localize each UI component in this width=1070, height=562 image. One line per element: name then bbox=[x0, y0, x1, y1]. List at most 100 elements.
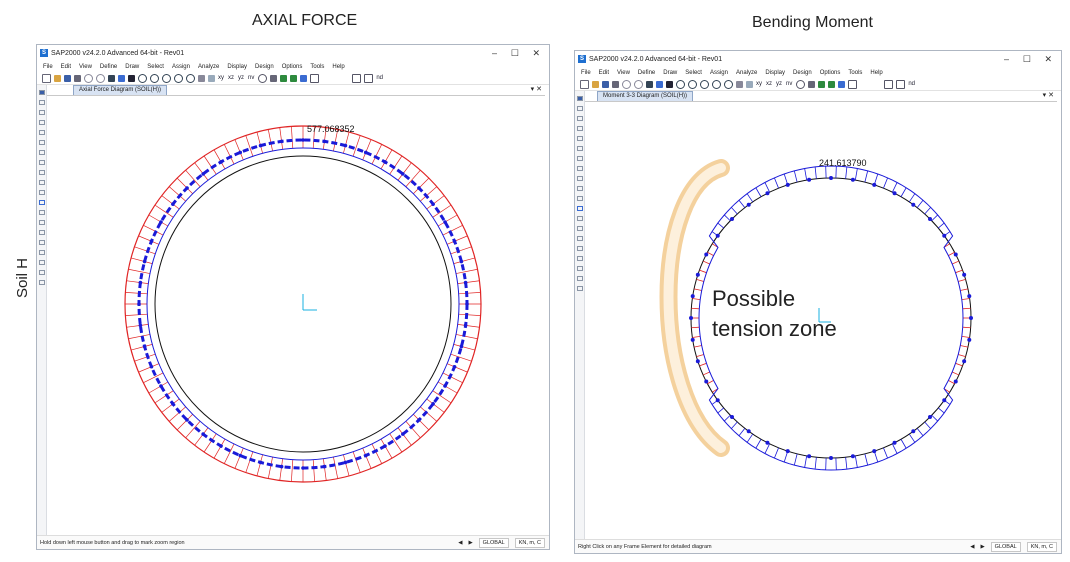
select-tool-icon[interactable] bbox=[576, 236, 583, 241]
menu-define[interactable]: Define bbox=[99, 63, 118, 70]
pan-icon[interactable] bbox=[736, 80, 743, 88]
shade-icon[interactable] bbox=[270, 74, 278, 82]
select-tool-icon[interactable] bbox=[576, 286, 583, 291]
tab-axial-force-diagram[interactable]: Axial Force Diagram (SOIL(H)) bbox=[73, 85, 168, 95]
tab-dropdown-close-icon[interactable]: ▾ ✕ bbox=[530, 86, 542, 93]
menu-define[interactable]: Define bbox=[637, 69, 656, 76]
pan-icon[interactable] bbox=[198, 74, 205, 82]
select-tool-icon[interactable] bbox=[576, 246, 583, 251]
select-tool-icon[interactable] bbox=[38, 220, 45, 225]
down-icon[interactable] bbox=[290, 74, 298, 82]
menu-analyze[interactable]: Analyze bbox=[735, 69, 758, 76]
menu-options[interactable]: Options bbox=[281, 63, 303, 70]
shade-icon[interactable] bbox=[808, 80, 816, 88]
open-icon[interactable] bbox=[54, 74, 61, 82]
zoom-in-icon[interactable] bbox=[688, 79, 697, 89]
select-tool-icon[interactable] bbox=[38, 250, 45, 255]
zoom-window-icon[interactable] bbox=[174, 73, 183, 83]
draw-tool-icon[interactable] bbox=[38, 150, 45, 155]
rotate-icon[interactable] bbox=[258, 73, 268, 83]
draw-tool-icon[interactable] bbox=[38, 180, 45, 185]
up-icon[interactable] bbox=[280, 74, 288, 82]
zoom-previous-icon[interactable] bbox=[186, 73, 195, 83]
close-icon[interactable]: ✕ bbox=[532, 48, 540, 58]
menu-edit[interactable]: Edit bbox=[60, 63, 72, 70]
print-icon[interactable] bbox=[74, 74, 81, 82]
menu-draw[interactable]: Draw bbox=[663, 69, 678, 76]
draw-tool-icon[interactable] bbox=[576, 156, 583, 161]
diagram-canvas[interactable]: 241.613790 bbox=[585, 101, 1057, 539]
select-tool-icon[interactable] bbox=[38, 210, 45, 215]
view-nd-button[interactable]: nd bbox=[376, 75, 384, 81]
save-icon[interactable] bbox=[602, 80, 609, 88]
view-yz-button[interactable]: yz bbox=[238, 75, 244, 81]
draw-tool-icon[interactable] bbox=[38, 130, 45, 135]
new-model-icon[interactable] bbox=[580, 79, 589, 89]
menu-help[interactable]: Help bbox=[870, 69, 883, 76]
draw-tool-icon[interactable] bbox=[576, 166, 583, 171]
3d-view-icon[interactable] bbox=[208, 74, 215, 82]
menu-help[interactable]: Help bbox=[332, 63, 345, 70]
menu-options[interactable]: Options bbox=[819, 69, 841, 76]
arrow-left-icon[interactable]: ◀ bbox=[458, 539, 463, 546]
select-tool-icon[interactable] bbox=[38, 260, 45, 265]
draw-tool-icon[interactable] bbox=[38, 140, 45, 145]
zoom-icon[interactable] bbox=[676, 79, 685, 89]
view-xz-button[interactable]: xz bbox=[766, 81, 772, 87]
view-xy-button[interactable]: xy bbox=[218, 75, 224, 81]
3d-view-icon[interactable] bbox=[746, 80, 753, 88]
table-icon[interactable] bbox=[848, 79, 858, 89]
draw-tool-icon[interactable] bbox=[38, 190, 45, 195]
select-tool-icon[interactable] bbox=[576, 216, 583, 221]
menu-design[interactable]: Design bbox=[793, 69, 812, 76]
frame-icon[interactable] bbox=[884, 79, 894, 89]
select-tool-icon[interactable] bbox=[576, 266, 583, 271]
units-select[interactable]: KN, m, C bbox=[514, 537, 545, 548]
undo-icon[interactable] bbox=[84, 73, 93, 83]
arrow-right-icon[interactable]: ▶ bbox=[468, 539, 473, 546]
select-tool-icon[interactable] bbox=[576, 206, 583, 211]
zoom-out-icon[interactable] bbox=[162, 73, 171, 83]
menu-assign[interactable]: Assign bbox=[171, 63, 190, 70]
menu-display[interactable]: Display bbox=[765, 69, 786, 76]
select-tool-icon[interactable] bbox=[38, 240, 45, 245]
menu-file[interactable]: File bbox=[43, 63, 53, 70]
frame-icon-2[interactable] bbox=[364, 73, 374, 83]
table-icon[interactable] bbox=[310, 73, 320, 83]
save-icon[interactable] bbox=[64, 74, 71, 82]
menu-edit[interactable]: Edit bbox=[598, 69, 610, 76]
select-tool-icon[interactable] bbox=[38, 200, 45, 205]
view-yz-button[interactable]: yz bbox=[776, 81, 782, 87]
view-nv-button[interactable]: nv bbox=[248, 75, 255, 81]
select-tool-icon[interactable] bbox=[576, 256, 583, 261]
rotate-icon[interactable] bbox=[796, 79, 806, 89]
zoom-previous-icon[interactable] bbox=[724, 79, 733, 89]
draw-tool-icon[interactable] bbox=[576, 136, 583, 141]
tab-dropdown-close-icon[interactable]: ▾ ✕ bbox=[1042, 92, 1054, 99]
run-icon[interactable] bbox=[666, 80, 673, 88]
draw-tool-icon[interactable] bbox=[576, 186, 583, 191]
lock-icon[interactable] bbox=[656, 80, 663, 88]
lock-icon[interactable] bbox=[118, 74, 125, 82]
zoom-out-icon[interactable] bbox=[700, 79, 709, 89]
view-xz-button[interactable]: xz bbox=[228, 75, 234, 81]
grid-icon[interactable] bbox=[300, 74, 308, 82]
draw-tool-icon[interactable] bbox=[38, 120, 45, 125]
draw-tool-icon[interactable] bbox=[576, 146, 583, 151]
pointer-tool-icon[interactable] bbox=[576, 96, 583, 101]
menu-assign[interactable]: Assign bbox=[709, 69, 728, 76]
pencil-icon[interactable] bbox=[646, 80, 653, 88]
pencil-icon[interactable] bbox=[108, 74, 115, 82]
units-select[interactable]: KN, m, C bbox=[1026, 541, 1057, 552]
menu-file[interactable]: File bbox=[581, 69, 591, 76]
menu-tools[interactable]: Tools bbox=[848, 69, 863, 76]
zoom-in-icon[interactable] bbox=[150, 73, 159, 83]
maximize-icon[interactable]: ☐ bbox=[510, 48, 519, 58]
down-icon[interactable] bbox=[828, 80, 836, 88]
frame-icon-2[interactable] bbox=[896, 79, 906, 89]
minimize-icon[interactable]: – bbox=[491, 48, 497, 58]
zoom-icon[interactable] bbox=[138, 73, 147, 83]
menu-view[interactable]: View bbox=[79, 63, 92, 70]
view-nv-button[interactable]: nv bbox=[786, 81, 793, 87]
draw-tool-icon[interactable] bbox=[38, 170, 45, 175]
